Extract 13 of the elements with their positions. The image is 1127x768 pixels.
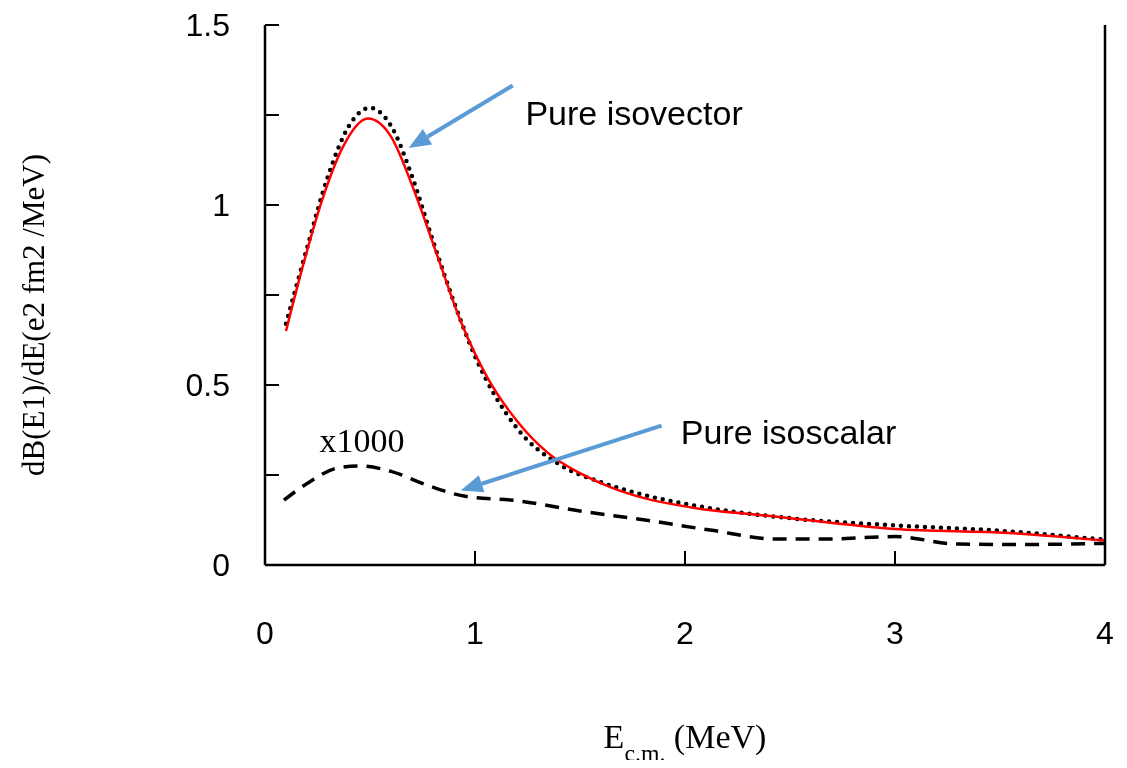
annotation: Pure isovector xyxy=(525,93,743,132)
x-tick-label: 4 xyxy=(1096,615,1114,652)
y-tick-label: 0.5 xyxy=(185,367,230,404)
y-tick-label: 0 xyxy=(212,547,230,584)
annotation: Pure isoscalar xyxy=(680,412,897,451)
x-tick-label: 2 xyxy=(676,615,694,652)
x-tick-label: 0 xyxy=(256,615,274,652)
x-tick-label: 1 xyxy=(466,615,484,652)
annotation: x1000 xyxy=(319,422,405,459)
y-axis-title: dB(E1)/dE(e2 fm2 /MeV) xyxy=(16,154,51,476)
y-tick-label: 1.5 xyxy=(185,7,230,44)
x-tick-label: 3 xyxy=(886,615,904,652)
y-tick-label: 1 xyxy=(212,187,230,224)
